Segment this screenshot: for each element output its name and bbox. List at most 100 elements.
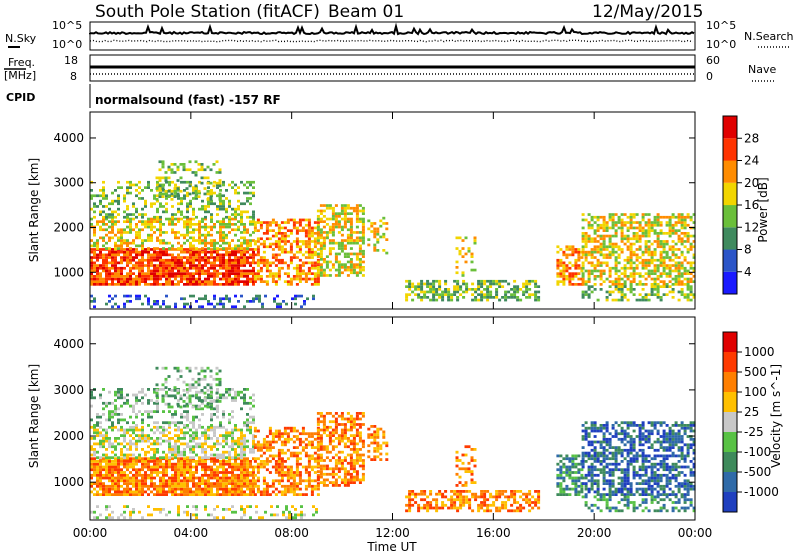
power-cells-cell-3050 bbox=[126, 294, 129, 298]
vel-cells-cell-459 bbox=[204, 465, 207, 469]
power-cells-cell-731 bbox=[129, 241, 132, 245]
power-cells-cell-2566 bbox=[626, 234, 630, 238]
power-cells-cell-773 bbox=[150, 239, 153, 242]
power-cells-cell-2391 bbox=[593, 248, 597, 251]
power-cells-cell-367 bbox=[183, 277, 186, 281]
power-cells-cell-2685 bbox=[647, 229, 651, 232]
power-cells-cell-678 bbox=[105, 247, 108, 250]
power-cells-cell-2214 bbox=[455, 266, 459, 269]
power-cells-cell-2464 bbox=[608, 269, 612, 273]
power-cells-cell-1594 bbox=[295, 245, 299, 249]
vel-cells-cell-937 bbox=[213, 431, 216, 435]
power-cells-cell-811 bbox=[168, 223, 171, 226]
power-cells-cell-930 bbox=[222, 239, 225, 242]
vel-cells-cell-1550 bbox=[283, 437, 287, 441]
power-cells-cell-2693 bbox=[650, 272, 654, 275]
power-cells-cell-842 bbox=[186, 239, 189, 242]
power-cells-cell-1615 bbox=[298, 223, 302, 227]
power-cells-cell-2833 bbox=[674, 242, 678, 246]
vel-cells-cell-188 bbox=[135, 468, 138, 472]
vel-cells-cell-63 bbox=[105, 468, 108, 472]
power-cells-cell-1131 bbox=[165, 207, 168, 211]
power-cells-cell-2739 bbox=[656, 215, 660, 219]
power-cells-cell-2802 bbox=[668, 223, 672, 227]
power-cells-cell-1298 bbox=[252, 180, 255, 184]
vel-cells-cell-103 bbox=[114, 462, 117, 466]
power-cells-cell-848 bbox=[186, 220, 189, 223]
power-cells-cell-996 bbox=[249, 220, 252, 223]
vel-cells-cell-219 bbox=[144, 479, 147, 483]
power-cells-cell-947 bbox=[228, 231, 231, 234]
power-cells-cell-1431 bbox=[259, 280, 263, 283]
vel-cells-cell-627 bbox=[246, 473, 249, 477]
power-cells-cell-640 bbox=[252, 275, 255, 278]
vel-cells-cell-1207 bbox=[198, 390, 201, 394]
power-cells-cell-2469 bbox=[608, 245, 612, 249]
power-cells-cell-1091 bbox=[141, 213, 144, 216]
power-cells-cell-1154 bbox=[177, 202, 180, 206]
vel-cells-cell-231 bbox=[147, 473, 150, 477]
vel-cells-cell-1181 bbox=[186, 415, 189, 419]
vel-cells-cell-1101 bbox=[132, 404, 135, 408]
vel-cells-cell-491 bbox=[213, 471, 216, 474]
power-cells-cell-2116 bbox=[477, 288, 481, 291]
power-cells-cell-1639 bbox=[304, 234, 308, 238]
power-cells-cell-150 bbox=[126, 256, 129, 259]
vel-cells-cell-1535 bbox=[280, 443, 284, 447]
power-cells-cell-2620 bbox=[635, 232, 639, 235]
power-cells-cell-126 bbox=[120, 266, 123, 270]
power-cells-cell-95 bbox=[111, 248, 114, 251]
power-cells-cell-780 bbox=[150, 217, 153, 221]
power-cells-cell-2707 bbox=[653, 277, 657, 281]
power-cells-cell-1954 bbox=[361, 255, 365, 258]
power-cells-cell-968 bbox=[237, 220, 240, 223]
power-cells-cell-939 bbox=[225, 241, 228, 245]
nsearch-tick-bottom: 10^0 bbox=[706, 38, 736, 51]
power-cells-cell-2319 bbox=[580, 256, 584, 259]
vel-cells-cell-1255 bbox=[228, 413, 231, 416]
power-cells-cell-1134 bbox=[165, 194, 168, 198]
power-cells-cell-2652 bbox=[641, 215, 645, 219]
power-cells-cell-2033 bbox=[423, 293, 427, 296]
vel-cells-cell-1048 bbox=[102, 413, 105, 416]
power-cells-cell-2159 bbox=[501, 285, 505, 288]
vel-cells-cell-1684 bbox=[313, 479, 317, 483]
vel-cells-cell-115 bbox=[117, 468, 120, 472]
power-cells-cell-2067 bbox=[441, 293, 445, 296]
vel-cells-cell-538 bbox=[225, 479, 228, 483]
vel-cells-cell-1681 bbox=[310, 432, 314, 436]
power-cells-cell-1349 bbox=[182, 163, 186, 166]
power-cells-cell-2413 bbox=[596, 215, 600, 219]
power-cells-cell-1712 bbox=[316, 268, 320, 272]
power-cells-cell-2037 bbox=[426, 290, 430, 294]
vel-cells-cell-1691 bbox=[313, 437, 317, 441]
vel-cells-cell-344 bbox=[177, 482, 180, 485]
power-cells-cell-2560 bbox=[626, 258, 630, 262]
vel-cells-cell-838 bbox=[174, 453, 177, 457]
vel-cells-cell-652 bbox=[252, 473, 255, 477]
power-cells-cell-587 bbox=[237, 266, 240, 270]
power-cells-cell-2682 bbox=[647, 240, 651, 243]
vel-cells-cell-889 bbox=[192, 431, 195, 435]
power-cells-cell-437 bbox=[198, 256, 201, 259]
vel-cells-cell-1383 bbox=[209, 394, 213, 398]
vel-cells-cell-921 bbox=[207, 456, 210, 460]
vel-cells-cell-1210 bbox=[201, 401, 204, 405]
vel-cells-cell-1765 bbox=[325, 467, 329, 471]
power-cells-cell-1987 bbox=[376, 238, 380, 241]
power-cells-cell-1547 bbox=[283, 232, 287, 235]
vel-cells-cell-693 bbox=[105, 439, 108, 443]
power-cells-cell-1945 bbox=[358, 231, 362, 234]
power-cells-cell-1520 bbox=[277, 240, 281, 243]
vel-cells-cell-1088 bbox=[120, 388, 123, 391]
vel-cells-cell-1672 bbox=[310, 479, 314, 483]
power-cells-cell-1449 bbox=[262, 250, 266, 254]
power-cells-cell-1321 bbox=[164, 176, 168, 180]
vel-cells-cell-625 bbox=[246, 479, 249, 483]
power-cells-cell-634 bbox=[249, 256, 252, 259]
vel-cells-cell-450 bbox=[204, 493, 207, 496]
vel-cells-cell-1049 bbox=[102, 407, 105, 411]
power-cells-cell-2323 bbox=[581, 277, 585, 281]
power-cells-cell-159 bbox=[129, 269, 132, 273]
